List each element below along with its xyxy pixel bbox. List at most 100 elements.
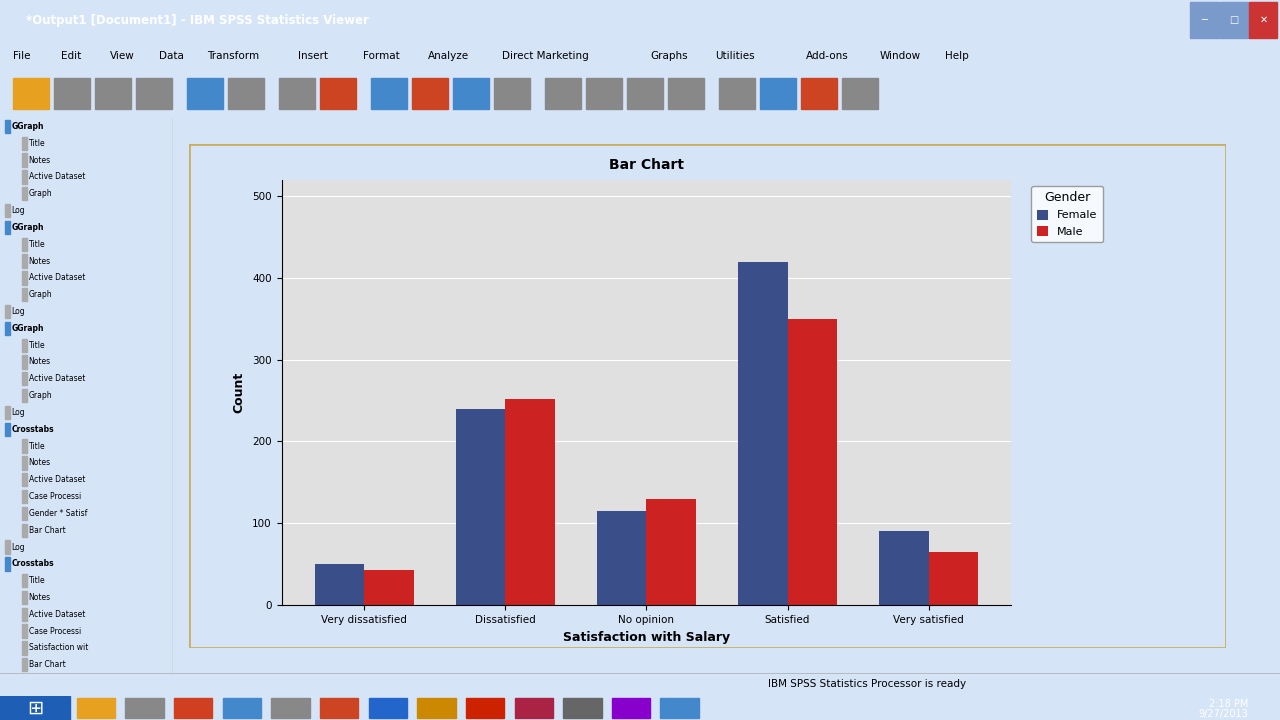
Text: Analyze: Analyze [428,51,470,61]
Bar [466,698,504,718]
Text: Utilities: Utilities [716,51,755,61]
Text: Title: Title [28,139,45,148]
Bar [596,511,646,605]
Text: Title: Title [28,441,45,451]
Text: Active Dataset: Active Dataset [28,274,84,282]
Text: Help: Help [945,51,969,61]
Text: Crosstabs: Crosstabs [12,425,54,433]
Text: GGraph: GGraph [12,122,44,131]
Bar [5,557,9,570]
Bar [660,698,699,718]
Bar [228,78,264,109]
Bar [13,78,49,109]
Bar [23,254,27,268]
Bar [223,698,261,718]
Bar [5,120,9,133]
Text: Log: Log [12,307,24,316]
Text: GGraph: GGraph [12,324,44,333]
Bar [320,78,356,109]
Bar [801,78,837,109]
Bar [23,624,27,638]
Bar [494,78,530,109]
Text: Active Dataset: Active Dataset [28,173,84,181]
Bar [23,187,27,200]
Text: Bar Chart: Bar Chart [28,660,65,670]
Bar [174,698,212,718]
Text: Graphs: Graphs [650,51,687,61]
Bar [23,658,27,672]
Bar [23,271,27,284]
Bar [23,456,27,469]
Bar [5,541,9,554]
Text: File: File [13,51,31,61]
Bar [627,78,663,109]
Bar [95,78,131,109]
Bar [54,78,90,109]
Bar [23,523,27,537]
Bar [586,78,622,109]
Bar [929,552,978,605]
Text: IBM SPSS Statistics Processor is ready: IBM SPSS Statistics Processor is ready [768,680,966,689]
Y-axis label: Count: Count [232,372,246,413]
Bar [371,78,407,109]
Bar [23,507,27,520]
Bar [739,261,787,605]
Bar [5,423,9,436]
Text: Notes: Notes [28,593,51,602]
Text: *Output1 [Document1] - IBM SPSS Statistics Viewer: *Output1 [Document1] - IBM SPSS Statisti… [26,14,369,27]
Bar [23,238,27,251]
Bar [23,137,27,150]
Bar [1249,2,1277,38]
Text: Gender * Satisf: Gender * Satisf [28,509,87,518]
Legend: Female, Male: Female, Male [1032,186,1103,243]
Bar [5,322,9,335]
Bar [879,531,929,605]
Text: Insert: Insert [297,51,328,61]
Bar [125,698,164,718]
Bar [545,78,581,109]
Bar [787,319,837,605]
Text: ─: ─ [1202,15,1207,25]
Bar [506,399,554,605]
Bar [23,288,27,302]
Bar [1220,2,1248,38]
Bar [23,642,27,654]
Bar [5,221,9,234]
Bar [271,698,310,718]
Text: Notes: Notes [28,358,51,366]
Bar [5,204,9,217]
Text: 9/27/2013: 9/27/2013 [1198,709,1248,719]
Text: View: View [110,51,134,61]
Title: Bar Chart: Bar Chart [609,158,684,172]
Text: 2:18 PM: 2:18 PM [1208,699,1248,709]
Bar [760,78,796,109]
Text: Bar Chart: Bar Chart [28,526,65,535]
Bar [417,698,456,718]
Bar [719,78,755,109]
X-axis label: Satisfaction with Salary: Satisfaction with Salary [563,631,730,644]
Bar [0,696,70,720]
Bar [279,78,315,109]
Text: Notes: Notes [28,156,51,165]
Text: Satisfaction wit: Satisfaction wit [28,644,88,652]
Bar [412,78,448,109]
Bar [563,698,602,718]
Text: Title: Title [28,240,45,248]
Bar [23,574,27,588]
Bar [453,78,489,109]
Text: Edit: Edit [61,51,82,61]
Text: ⊞: ⊞ [28,698,44,717]
Bar [315,564,364,605]
Bar [668,78,704,109]
Bar [5,406,9,419]
Text: Data: Data [159,51,183,61]
Bar [23,591,27,604]
Text: Active Dataset: Active Dataset [28,610,84,618]
Text: Crosstabs: Crosstabs [12,559,54,568]
Text: □: □ [1229,15,1239,25]
Bar [23,171,27,184]
Text: Title: Title [28,576,45,585]
Text: Format: Format [364,51,399,61]
Bar [77,698,115,718]
Bar [515,698,553,718]
